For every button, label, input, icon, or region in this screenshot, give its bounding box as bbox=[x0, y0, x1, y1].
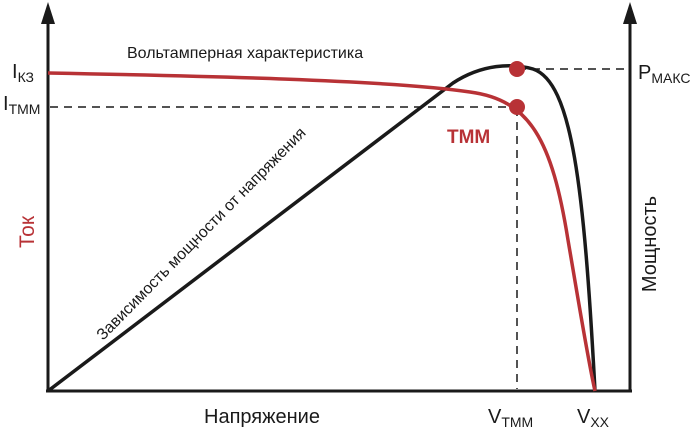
x-axis-title: Напряжение bbox=[204, 406, 320, 428]
left-y-axis-arrow bbox=[41, 2, 55, 24]
left-y-axis-title: Ток bbox=[16, 215, 39, 248]
pmax-label-sub: МАКС bbox=[651, 70, 690, 86]
right-y-axis-title: Мощность bbox=[639, 196, 661, 292]
mpp-point bbox=[509, 99, 525, 115]
vmpp-label-main: V bbox=[488, 406, 502, 428]
voc-label-sub: XX bbox=[590, 414, 609, 430]
impp-label-sub: ТММ bbox=[9, 101, 41, 117]
impp-label: IТММ bbox=[3, 93, 40, 117]
pmax-point bbox=[509, 61, 525, 77]
iv-curve bbox=[47, 71, 597, 392]
isc-label: IКЗ bbox=[12, 61, 34, 85]
isc-label-sub: КЗ bbox=[18, 69, 34, 85]
isc-label-main: I bbox=[12, 61, 18, 83]
impp-label-main: I bbox=[3, 93, 9, 115]
power-curve bbox=[46, 64, 597, 393]
voc-label-main: V bbox=[577, 406, 591, 428]
iv-curve-label: Вольтамперная характеристика bbox=[127, 45, 363, 62]
right-y-axis-arrow bbox=[623, 2, 637, 24]
pmax-label: PМАКС bbox=[638, 62, 690, 86]
power-curve-label: Зависимость мощности от напряжения bbox=[94, 125, 310, 344]
mpp-marker-label: ТММ bbox=[447, 127, 490, 148]
pmax-label-main: P bbox=[638, 62, 651, 84]
vmpp-label-sub: ТММ bbox=[501, 414, 533, 430]
voc-label: VXX bbox=[577, 406, 610, 430]
vmpp-label: VТММ bbox=[488, 406, 533, 430]
